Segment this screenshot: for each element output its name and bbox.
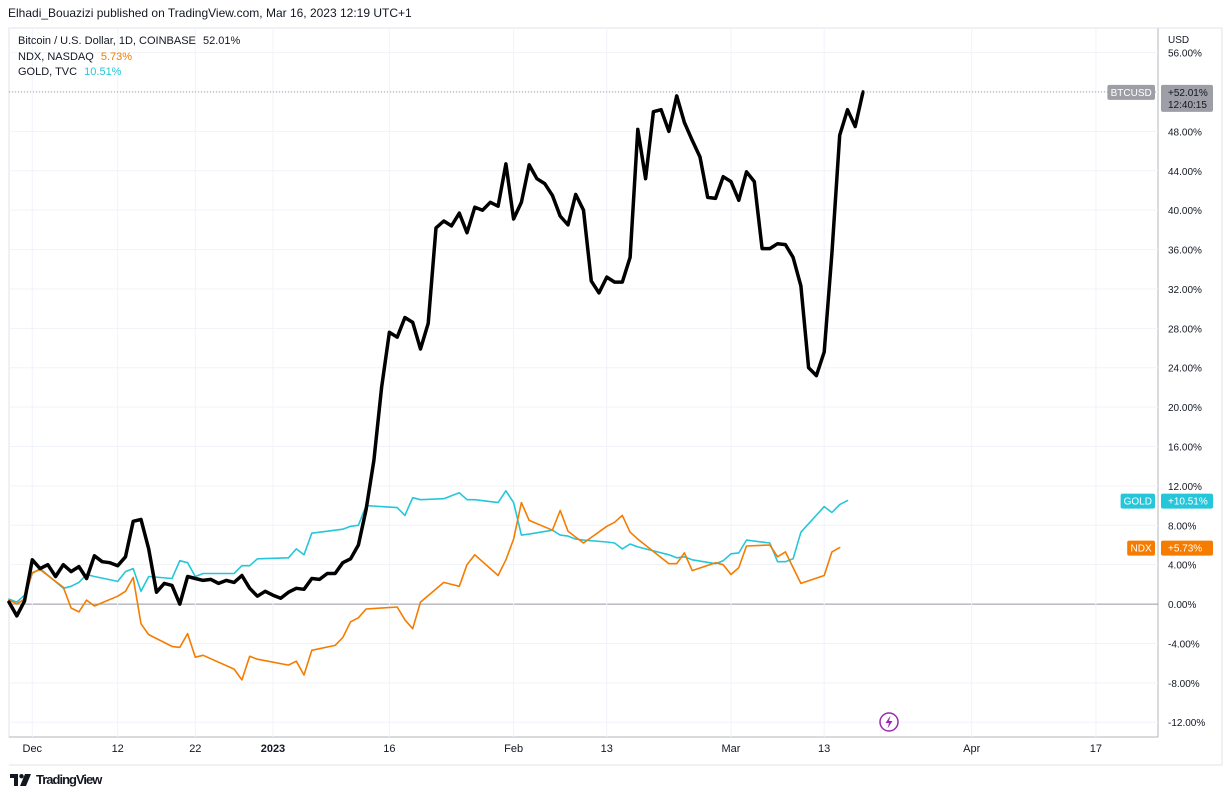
x-tick-label: 12: [112, 743, 124, 755]
x-tick-label: 22: [189, 743, 201, 755]
x-tick-label: Dec: [23, 743, 43, 755]
x-tick-label: 13: [818, 743, 830, 755]
series-name-badge-label: NDX: [1131, 544, 1152, 555]
x-tick-label: 16: [383, 743, 395, 755]
lightning-icon[interactable]: [879, 712, 899, 732]
footer-brand: TradingView: [36, 772, 102, 787]
legend-ndx-value: 5.73%: [100, 50, 133, 63]
legend-row-ndx[interactable]: NDX, NASDAQ 5.73%: [18, 50, 240, 66]
series-line-btcusd: [7, 90, 865, 618]
legend-btc-name: Bitcoin / U.S. Dollar, 1D, COINBASE: [18, 35, 196, 47]
y-tick-label: 20.00%: [1168, 403, 1202, 414]
series-name-badge: [1120, 493, 1155, 509]
y-tick-label: 28.00%: [1168, 324, 1202, 335]
x-tick-label: 2023: [261, 743, 285, 755]
y-tick-label: 24.00%: [1168, 364, 1202, 375]
y-tick-label: 12.00%: [1168, 482, 1202, 493]
series-line-gold: [8, 490, 849, 603]
legend: Bitcoin / U.S. Dollar, 1D, COINBASE 52.0…: [18, 34, 240, 81]
y-tick-label: 8.00%: [1168, 521, 1196, 532]
y-tick-label: 32.00%: [1168, 285, 1202, 296]
y-tick-label: 0.00%: [1168, 600, 1196, 611]
series-name-badge-label: BTCUSD: [1111, 88, 1152, 99]
legend-btc-value: 52.01%: [202, 35, 241, 47]
y-tick-label: -8.00%: [1168, 679, 1200, 690]
legend-ndx-name: NDX, NASDAQ: [18, 50, 94, 63]
series-value-badge-label: +5.73%: [1168, 544, 1202, 555]
y-tick-label: 36.00%: [1168, 246, 1202, 257]
x-tick-label: 17: [1090, 743, 1102, 755]
x-tick-label: Mar: [722, 743, 741, 755]
legend-gold-name: GOLD, TVC: [18, 66, 78, 78]
tradingview-logo-icon: [10, 773, 31, 786]
publish-header: Elhadi_Bouazizi published on TradingView…: [8, 6, 412, 20]
legend-row-btc[interactable]: Bitcoin / U.S. Dollar, 1D, COINBASE 52.0…: [18, 34, 240, 50]
y-tick-label: 4.00%: [1168, 561, 1196, 572]
series-value-badge: [1161, 84, 1213, 112]
series-name-badge: [1127, 540, 1155, 556]
series-value-badge-label: +10.51%: [1168, 497, 1208, 508]
series-name-badge-label: GOLD: [1124, 497, 1152, 508]
y-tick-label: -4.00%: [1168, 639, 1200, 650]
series-value-badge: [1161, 540, 1213, 556]
series-line-ndx: [8, 501, 841, 681]
series-name-badge: [1107, 84, 1155, 100]
x-tick-label: Apr: [963, 743, 980, 755]
series-value-badge-label: 12:40:15: [1168, 100, 1207, 111]
legend-row-gold[interactable]: GOLD, TVC 10.51%: [18, 65, 240, 81]
footer[interactable]: TradingView: [10, 772, 102, 787]
y-tick-label: 44.00%: [1168, 167, 1202, 178]
x-tick-label: 13: [601, 743, 613, 755]
y-axis-unit: USD: [1168, 35, 1189, 46]
plot-area: [8, 27, 1159, 738]
series-value-badge-label: +52.01%: [1168, 88, 1208, 99]
y-tick-label: -12.00%: [1168, 718, 1205, 729]
y-tick-label: 48.00%: [1168, 127, 1202, 138]
lightning-icon-bolt: [885, 715, 893, 729]
y-tick-label: 56.00%: [1168, 49, 1202, 60]
legend-gold-value: 10.51%: [84, 66, 122, 78]
series-value-badge: [1161, 493, 1213, 509]
y-tick-label: 40.00%: [1168, 206, 1202, 217]
y-tick-label: 16.00%: [1168, 443, 1202, 454]
x-tick-label: Feb: [504, 743, 523, 755]
